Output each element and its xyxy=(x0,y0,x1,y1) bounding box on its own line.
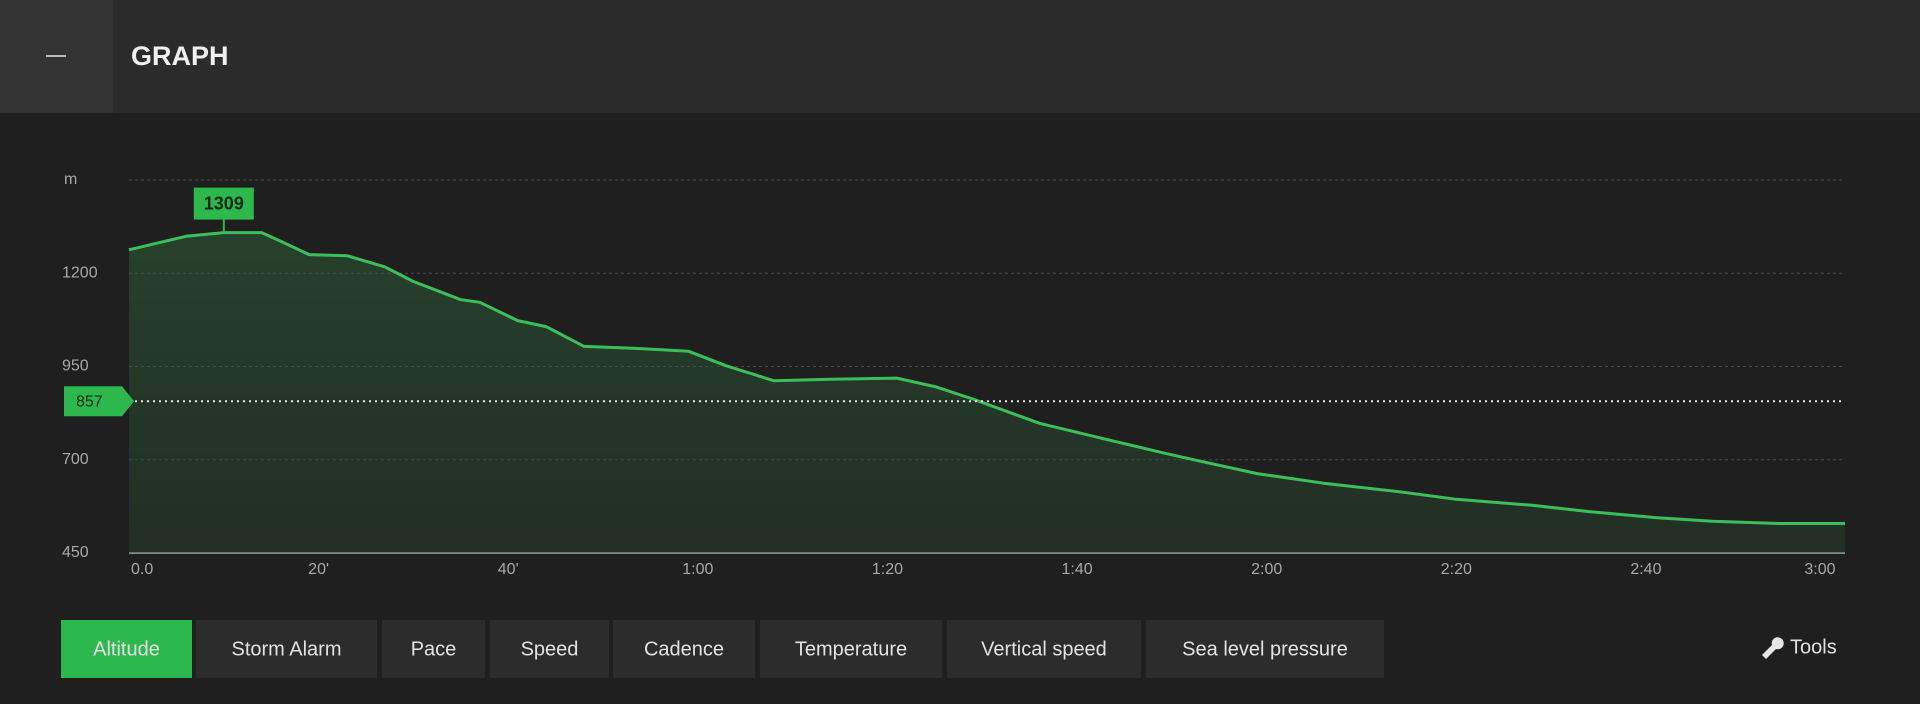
x-tick-label: 0.0 xyxy=(131,561,153,578)
tab-label: Cadence xyxy=(644,638,724,660)
tab-background xyxy=(613,620,755,678)
header-bar xyxy=(0,0,1920,113)
tab-background xyxy=(196,620,377,678)
tab[interactable]: Speed xyxy=(490,620,609,678)
y-tick-label: 950 xyxy=(62,358,89,375)
max-tag xyxy=(193,187,254,220)
x-tick-label: 40' xyxy=(498,561,519,578)
tab-label: Speed xyxy=(521,638,579,660)
x-tick-label: 1:00 xyxy=(682,561,713,578)
header-title: GRAPH xyxy=(131,41,229,71)
tab-label: Temperature xyxy=(795,638,907,660)
x-tick-label: 3:00 xyxy=(1804,561,1835,578)
y-tick-label: 1200 xyxy=(62,264,98,281)
tab[interactable]: Pace xyxy=(382,620,485,678)
max-label: 1309 xyxy=(204,193,244,213)
tab-label: Altitude xyxy=(93,638,160,660)
tab[interactable]: Cadence xyxy=(613,620,755,678)
x-tick-label: 20' xyxy=(308,561,329,578)
tab-label: Storm Alarm xyxy=(231,638,341,660)
wrench-icon xyxy=(1762,637,1784,659)
tab-label: Pace xyxy=(411,638,457,660)
x-tick-label: 1:40 xyxy=(1061,561,1092,578)
tab[interactable]: Sea level pressure xyxy=(1146,620,1384,678)
x-tick-label: 2:20 xyxy=(1441,561,1472,578)
tab[interactable]: Storm Alarm xyxy=(196,620,377,678)
tab[interactable]: Temperature xyxy=(760,620,942,678)
chart: m 450 700 950 1200 0.0 20' 40' 1:00 1:20 1:40 2:00 2… xyxy=(62,171,1845,578)
tools-button[interactable]: Tools xyxy=(1762,636,1837,659)
tab-background xyxy=(490,620,609,678)
reference-label: 857 xyxy=(76,393,103,410)
collapse-button[interactable] xyxy=(0,0,113,113)
tab-bar: Altitude Storm Alarm Pace Speed Cadence Tempe… xyxy=(61,620,1384,678)
tab-background xyxy=(947,620,1141,678)
reference-tag xyxy=(64,386,134,417)
tab[interactable]: Vertical speed xyxy=(947,620,1141,678)
tools-label: Tools xyxy=(1790,636,1837,658)
x-tick-label: 2:00 xyxy=(1251,561,1282,578)
x-tick-label: 1:20 xyxy=(872,561,903,578)
y-tick-label: 700 xyxy=(62,451,89,468)
tab[interactable]: Altitude xyxy=(61,620,192,678)
tab-background xyxy=(61,620,192,678)
tab-label: Vertical speed xyxy=(981,638,1107,660)
area-fill xyxy=(129,232,1845,553)
y-unit-label: m xyxy=(64,171,77,188)
tab-label: Sea level pressure xyxy=(1182,638,1348,660)
tab-background xyxy=(760,620,942,678)
altitude-line xyxy=(128,231,1845,525)
tab-background xyxy=(1146,620,1384,678)
tab-background xyxy=(382,620,485,678)
y-tick-label: 450 xyxy=(62,544,89,561)
x-tick-label: 2:40 xyxy=(1630,561,1661,578)
